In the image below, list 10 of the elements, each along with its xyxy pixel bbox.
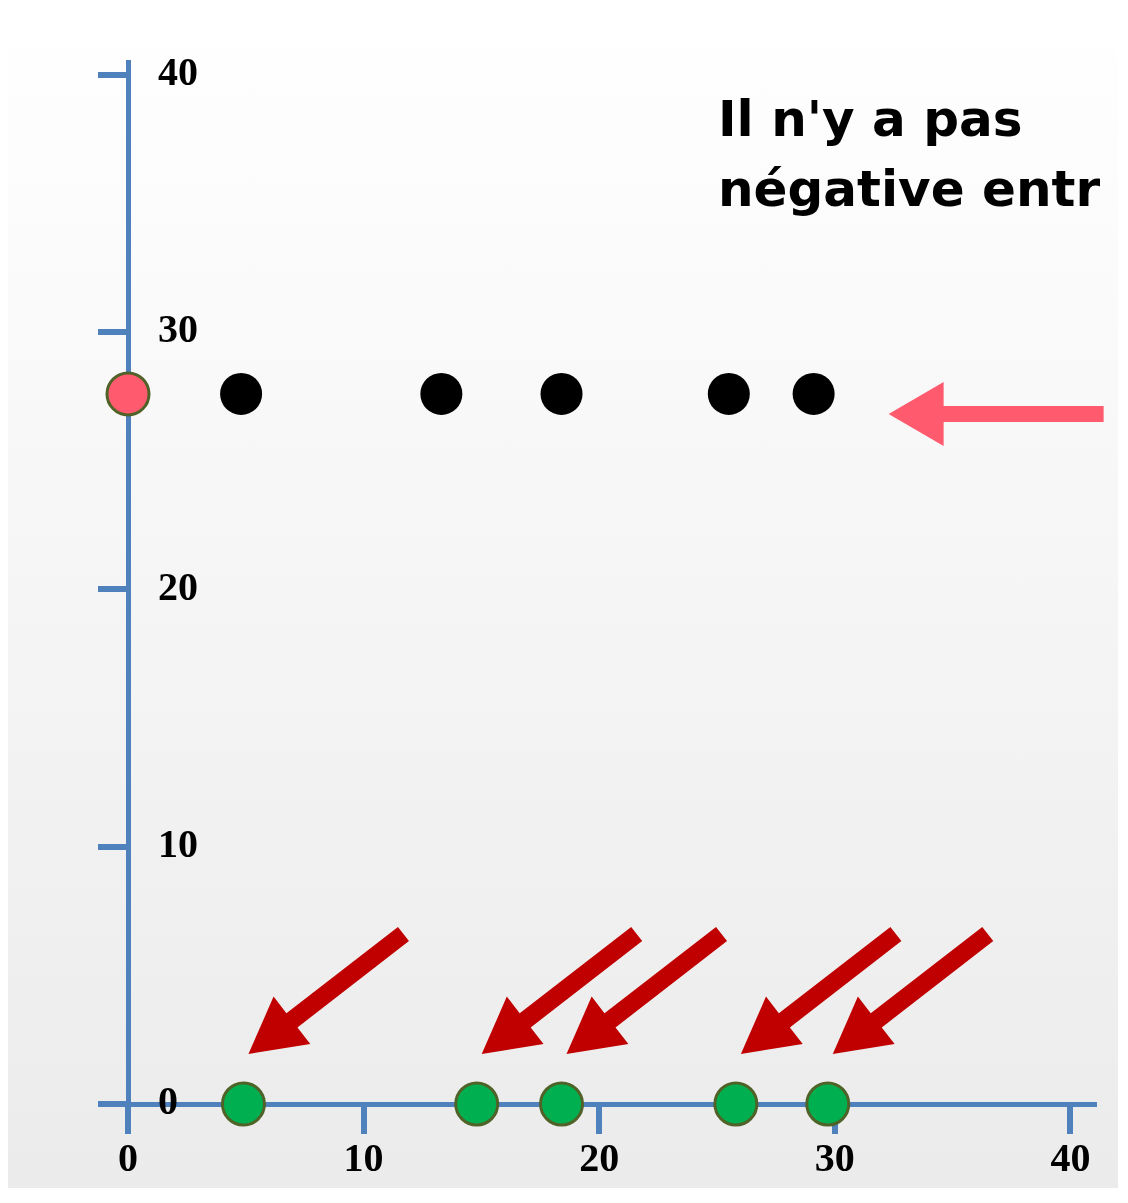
y-tick-label: 30 xyxy=(158,306,198,352)
x-tick-label: 40 xyxy=(1050,1135,1091,1181)
x-tick-label: 30 xyxy=(814,1135,855,1181)
x-tick-label: 20 xyxy=(579,1135,620,1181)
x-tick-label: 10 xyxy=(343,1135,384,1181)
x-tick-label: 0 xyxy=(118,1135,138,1181)
y-tick-label: 20 xyxy=(158,563,198,609)
y-tick-label: 40 xyxy=(158,49,198,95)
annotation: Il n'y a pas négative entr xyxy=(718,89,1101,218)
y-tick-label: 10 xyxy=(158,821,198,867)
